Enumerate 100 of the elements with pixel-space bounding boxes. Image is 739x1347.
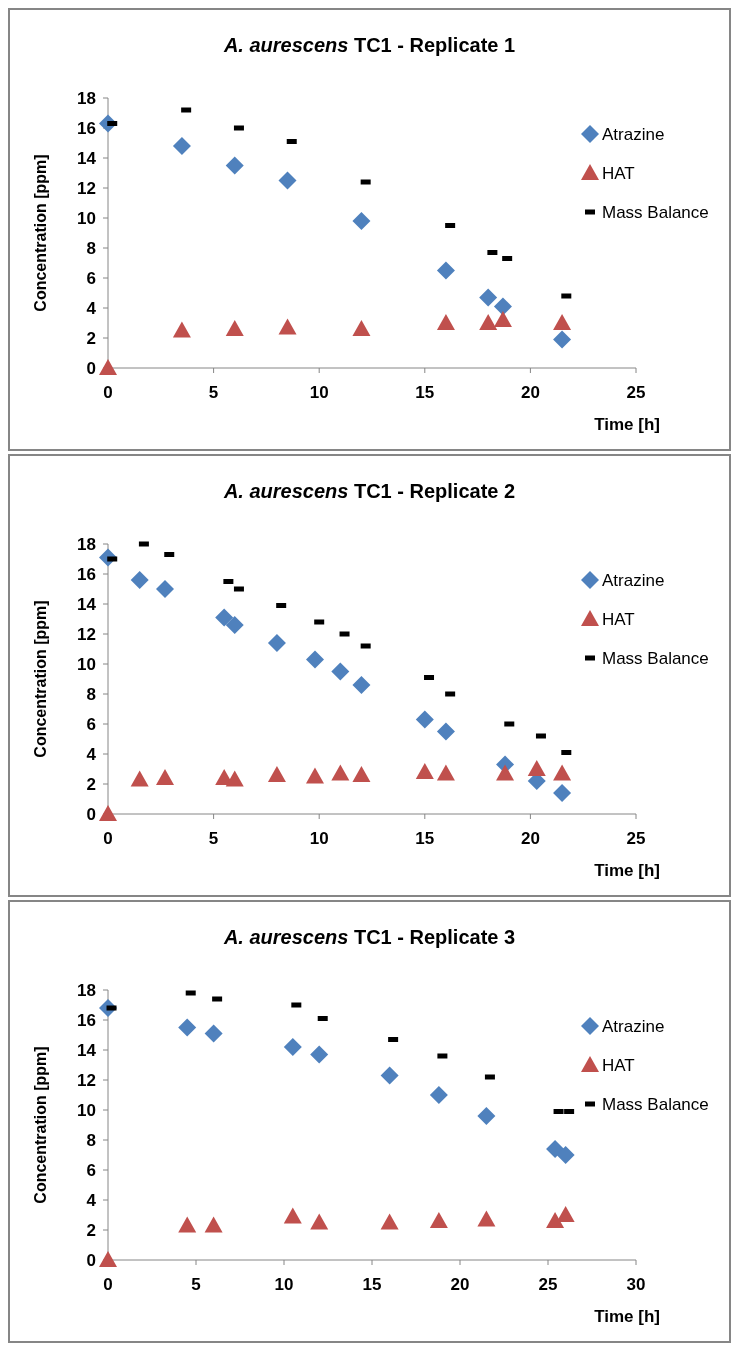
point xyxy=(225,320,244,336)
point xyxy=(429,1086,448,1104)
y-tick-label: 10 xyxy=(77,655,96,674)
x-tick-label: 15 xyxy=(415,383,435,402)
point xyxy=(156,580,175,598)
point xyxy=(553,330,572,349)
x-tick-label: 10 xyxy=(274,1275,294,1294)
x-tick-label: 20 xyxy=(520,383,540,402)
legend-label: Atrazine xyxy=(602,571,665,590)
x-tick-label: 20 xyxy=(520,829,540,848)
x-tick-label: 15 xyxy=(362,1275,382,1294)
y-tick-label: 16 xyxy=(77,565,96,584)
point xyxy=(546,1212,565,1228)
point xyxy=(380,1213,399,1230)
point xyxy=(436,314,455,330)
point xyxy=(225,156,244,175)
point xyxy=(352,212,371,230)
point xyxy=(267,766,286,782)
point xyxy=(99,359,117,375)
y-tick-label: 6 xyxy=(86,715,96,734)
x-tick-label: 20 xyxy=(450,1275,470,1294)
point xyxy=(496,764,515,781)
y-tick-label: 0 xyxy=(86,805,96,824)
y-tick-label: 0 xyxy=(86,1251,96,1270)
point xyxy=(130,770,149,787)
point xyxy=(493,297,512,316)
y-tick-label: 2 xyxy=(86,775,96,794)
legend-label: HAT xyxy=(602,164,635,183)
point xyxy=(172,321,191,338)
point xyxy=(380,1066,399,1085)
y-axis-title: Concentration [ppm] xyxy=(32,154,49,312)
point xyxy=(130,571,149,589)
y-tick-label: 8 xyxy=(86,1131,96,1150)
x-tick-label: 25 xyxy=(538,1275,558,1294)
chart-title: A. aurescens TC1 - Replicate 3 xyxy=(222,926,516,948)
point xyxy=(305,650,324,669)
y-tick-label: 12 xyxy=(77,179,96,198)
y-tick-label: 6 xyxy=(86,1161,96,1180)
x-axis-title: Time [h] xyxy=(594,415,660,434)
point xyxy=(436,764,455,781)
legend-label: HAT xyxy=(602,610,635,629)
point xyxy=(278,171,297,190)
y-axis-title: Concentration [ppm] xyxy=(32,1046,49,1204)
y-tick-label: 6 xyxy=(86,269,96,288)
chart-title: A. aurescens TC1 - Replicate 2 xyxy=(222,480,516,502)
legend-label: Mass Balance xyxy=(602,203,709,222)
point xyxy=(477,1210,496,1227)
point xyxy=(352,676,371,694)
point xyxy=(553,784,572,802)
point xyxy=(156,769,175,785)
point xyxy=(215,608,234,627)
y-tick-label: 8 xyxy=(86,685,96,704)
point xyxy=(436,722,455,741)
x-axis-title: Time [h] xyxy=(594,861,660,880)
y-tick-label: 8 xyxy=(86,239,96,258)
point xyxy=(527,760,546,776)
point xyxy=(546,1140,565,1158)
x-tick-label: 30 xyxy=(626,1275,646,1294)
point xyxy=(479,314,498,330)
y-tick-label: 10 xyxy=(77,209,96,228)
x-tick-label: 25 xyxy=(626,383,646,402)
x-tick-label: 25 xyxy=(626,829,646,848)
point xyxy=(310,1045,329,1064)
point xyxy=(436,261,455,280)
y-tick-label: 0 xyxy=(86,359,96,378)
x-tick-label: 0 xyxy=(103,1275,113,1294)
point xyxy=(331,662,350,681)
x-tick-label: 0 xyxy=(103,383,113,402)
legend-label: Atrazine xyxy=(602,125,665,144)
legend-label: Mass Balance xyxy=(602,649,709,668)
point xyxy=(99,805,117,821)
point xyxy=(310,1213,329,1230)
point xyxy=(556,1206,575,1222)
point xyxy=(415,710,434,729)
x-axis-title: Time [h] xyxy=(594,1307,660,1326)
legend-label: Mass Balance xyxy=(602,1095,709,1114)
x-tick-label: 0 xyxy=(103,829,113,848)
legend-label: Atrazine xyxy=(602,1017,665,1036)
point xyxy=(556,1146,575,1164)
x-tick-label: 15 xyxy=(415,829,435,848)
y-tick-label: 10 xyxy=(77,1101,96,1120)
point xyxy=(225,616,244,634)
point xyxy=(429,1212,448,1228)
point xyxy=(352,766,371,782)
y-tick-label: 18 xyxy=(77,535,96,554)
y-tick-label: 4 xyxy=(86,299,97,318)
point xyxy=(178,1018,197,1037)
x-tick-label: 5 xyxy=(208,829,219,848)
y-tick-label: 2 xyxy=(86,1221,96,1240)
point xyxy=(204,1024,223,1043)
point xyxy=(305,767,324,784)
point xyxy=(278,318,297,335)
x-tick-label: 5 xyxy=(191,1275,201,1294)
y-tick-label: 12 xyxy=(77,1071,96,1090)
x-tick-label: 5 xyxy=(208,383,219,402)
point xyxy=(553,764,572,781)
chart-title: A. aurescens TC1 - Replicate 1 xyxy=(222,34,516,56)
point xyxy=(204,1216,223,1233)
point xyxy=(283,1207,302,1224)
y-tick-label: 16 xyxy=(77,119,96,138)
